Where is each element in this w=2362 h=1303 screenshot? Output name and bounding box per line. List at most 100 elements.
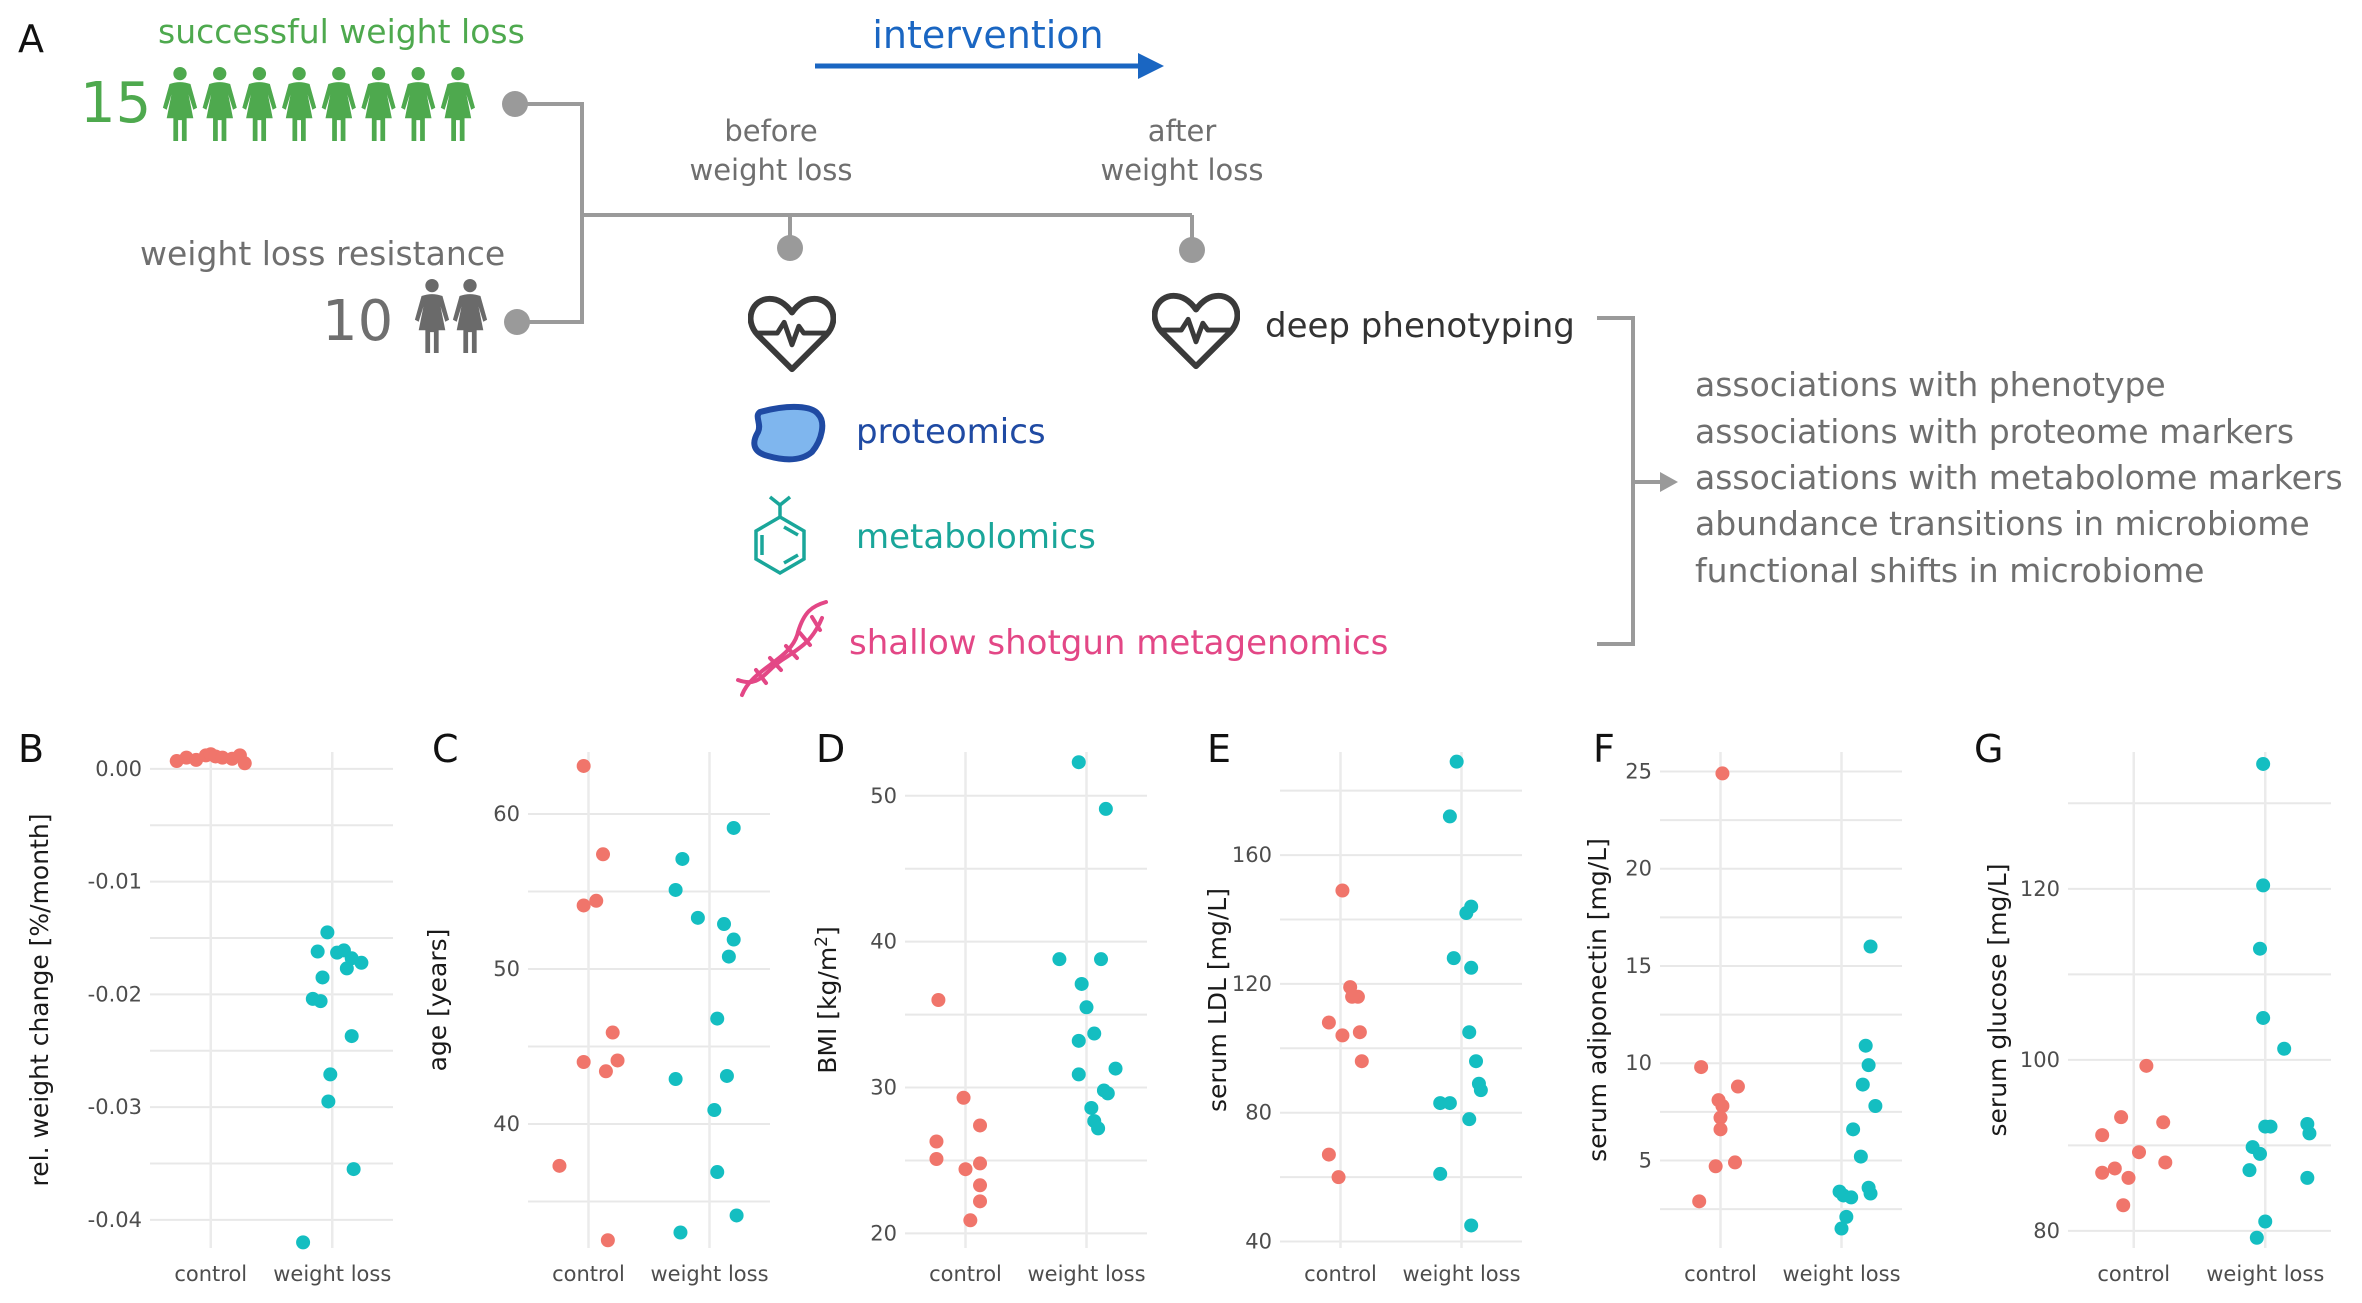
data-point [729, 1208, 744, 1223]
data-point [1846, 1122, 1861, 1137]
data-point [2095, 1165, 2110, 1180]
data-point [717, 917, 732, 932]
heart-pulse-icon [1155, 296, 1238, 366]
y-tick-label: -0.04 [88, 1208, 142, 1232]
data-point [2300, 1170, 2315, 1185]
data-point [1863, 1186, 1878, 1201]
data-point [675, 851, 690, 866]
data-point [1091, 1121, 1106, 1136]
y-tick-label: -0.01 [88, 870, 142, 894]
data-point [929, 1134, 944, 1149]
data-point [1108, 1061, 1123, 1076]
protein-blob-icon [751, 404, 826, 463]
x-tick-label: control [552, 1262, 625, 1286]
outcome-item: associations with proteome markers [1695, 412, 2294, 451]
data-point [690, 910, 705, 925]
data-point [552, 1158, 567, 1173]
data-point [1442, 809, 1457, 824]
data-point [2249, 1230, 2264, 1245]
panel-e-letter: E [1207, 727, 1231, 771]
data-point [931, 993, 946, 1007]
y-axis-label: age [years] [423, 929, 452, 1072]
data-point [1442, 1096, 1457, 1111]
y-axis-label: serum LDL [mg/L] [1203, 888, 1232, 1112]
data-point [346, 1162, 361, 1177]
deep-phenotyping-label: deep phenotyping [1265, 306, 1575, 346]
proteomics-label: proteomics [856, 412, 1046, 452]
data-point [313, 994, 328, 1009]
data-point [973, 1178, 988, 1193]
data-point [1728, 1155, 1743, 1170]
data-point [2252, 1146, 2267, 1161]
data-point [1079, 1000, 1094, 1015]
data-point [1844, 1190, 1859, 1205]
intervention-label: intervention [872, 13, 1103, 57]
data-point [315, 970, 330, 985]
panel-f: F 5 10 15 20 25 control weight loss serum adipon… [1583, 727, 1902, 1286]
data-point [2114, 1110, 2129, 1125]
x-tick-label: control [1684, 1262, 1757, 1286]
person-icon [162, 66, 198, 142]
y-tick-label: 15 [1625, 954, 1652, 978]
x-tick-label: control [174, 1262, 247, 1286]
data-point [596, 847, 611, 862]
person-icon [414, 278, 450, 354]
data-point [2116, 1198, 2131, 1213]
resistance-label: weight loss resistance [140, 234, 505, 273]
data-point [1100, 1086, 1115, 1101]
data-point [929, 1152, 944, 1167]
data-point [323, 1067, 338, 1082]
y-tick-label: 100 [2020, 1048, 2060, 1072]
y-tick-label: 40 [870, 930, 897, 954]
panel-b: B 0.00 -0.01 -0.02 -0.03 -0.04 control weight l… [18, 727, 393, 1286]
y-tick-label: 40 [1245, 1230, 1272, 1254]
data-point [1715, 1099, 1730, 1114]
data-point [973, 1156, 988, 1171]
resistance-people-icons [414, 278, 488, 354]
success-people-icons [162, 66, 475, 142]
data-point [1321, 1015, 1336, 1030]
data-point [1694, 1060, 1709, 1075]
data-point [2121, 1170, 2136, 1185]
data-point [598, 1064, 613, 1079]
data-point [1071, 1033, 1086, 1048]
person-icon [440, 66, 475, 142]
after-label-line1: after [1148, 114, 1217, 148]
data-point [2277, 1041, 2292, 1056]
data-point [2252, 941, 2267, 956]
data-point [1087, 1026, 1102, 1041]
data-point [339, 961, 354, 976]
y-axis-label: serum adiponectin [mg/L] [1583, 838, 1612, 1162]
data-point [1449, 754, 1464, 769]
data-point [973, 1194, 988, 1209]
data-point [2263, 1119, 2278, 1134]
panel-g-letter: G [1974, 727, 2003, 771]
data-point [2095, 1128, 2110, 1143]
person-icon [242, 66, 277, 142]
metabolomics-label: metabolomics [856, 517, 1096, 557]
data-point [296, 1235, 311, 1250]
y-tick-label: 50 [870, 784, 897, 808]
data-point [1858, 1038, 1873, 1053]
data-point [956, 1090, 971, 1105]
outcome-list: associations with phenotype associations… [1695, 365, 2343, 590]
data-point [1071, 755, 1086, 770]
x-tick-label: weight loss [2206, 1262, 2324, 1286]
data-point [1713, 1110, 1728, 1125]
before-label-line1: before [724, 114, 817, 148]
dna-helix-icon [736, 600, 828, 697]
data-point [1464, 1218, 1479, 1233]
data-point [1730, 1079, 1745, 1094]
success-label: successful weight loss [158, 12, 525, 51]
outcome-bracket [1597, 316, 1678, 646]
y-tick-label: 30 [870, 1076, 897, 1100]
data-point [2107, 1161, 2122, 1176]
data-point [321, 1094, 336, 1109]
data-point [2139, 1058, 2154, 1073]
x-tick-label: control [1304, 1262, 1377, 1286]
x-tick-label: weight loss [273, 1262, 391, 1286]
data-point [1433, 1096, 1448, 1111]
data-point [1462, 1025, 1477, 1040]
person-icon [401, 66, 436, 142]
y-tick-label: 120 [2020, 877, 2060, 901]
